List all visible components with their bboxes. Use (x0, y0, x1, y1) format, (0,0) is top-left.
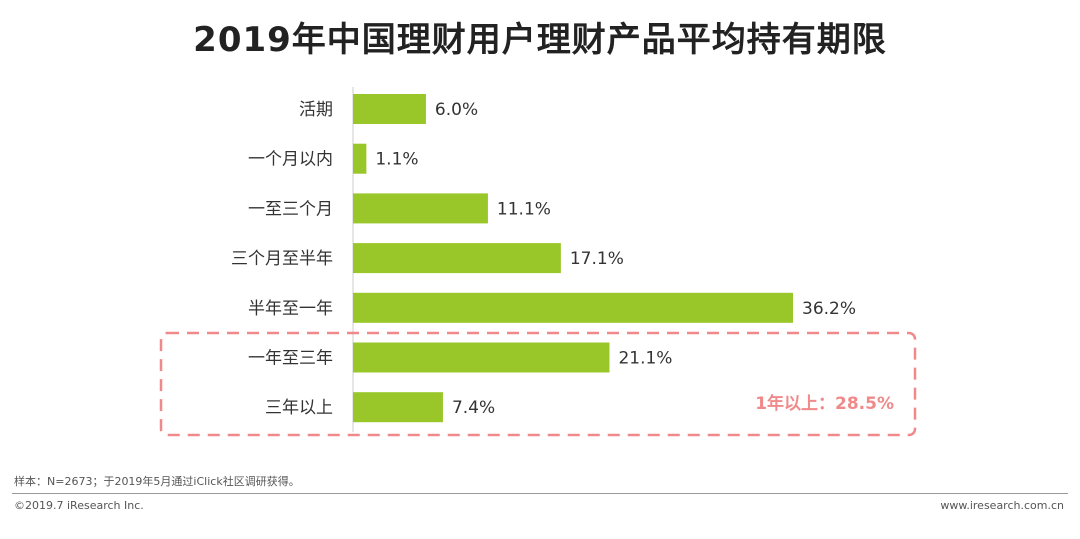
bar (353, 94, 426, 124)
value-label: 6.0% (435, 100, 478, 120)
highlight-annotation: 1年以上：28.5% (755, 393, 894, 414)
category-label: 活期 (299, 100, 333, 120)
bar (353, 292, 793, 323)
value-label: 1.1% (375, 150, 418, 170)
website-link[interactable]: www.iresearch.com.cn (940, 499, 1064, 512)
sample-note: 样本：N=2673；于2019年5月通过iClick社区调研获得。 (14, 475, 300, 488)
bar (353, 243, 561, 274)
bars-group: 活期 6.0% 一个月以内 1.1% 一至三个月 11.1% 三个月至半年 17.1% 半年至一… (231, 94, 856, 423)
bar (353, 143, 367, 174)
copyright-text: ©2019.7 iResearch Inc. (14, 499, 144, 512)
bar-chart: 活期 6.0% 一个月以内 1.1% 一至三个月 11.1% 三个月至半年 17.1% 半年至一… (159, 87, 917, 437)
value-label: 7.4% (452, 398, 495, 418)
highlight-box (159, 331, 917, 437)
value-label: 36.2% (802, 299, 856, 319)
footer-divider (12, 493, 1068, 494)
bar (353, 392, 443, 423)
chart-title: 2019年中国理财用户理财产品平均持有期限 (193, 20, 887, 60)
category-label: 半年至一年 (248, 299, 333, 319)
value-label: 11.1% (497, 199, 551, 219)
bar (353, 193, 488, 224)
category-label: 一个月以内 (248, 150, 333, 170)
category-label: 三年以上 (265, 398, 333, 418)
category-label: 一至三个月 (248, 199, 333, 219)
value-label: 21.1% (618, 349, 672, 369)
category-label: 三个月至半年 (231, 249, 333, 269)
value-label: 17.1% (570, 249, 624, 269)
category-label: 一年至三年 (248, 349, 333, 369)
bar (353, 342, 610, 373)
